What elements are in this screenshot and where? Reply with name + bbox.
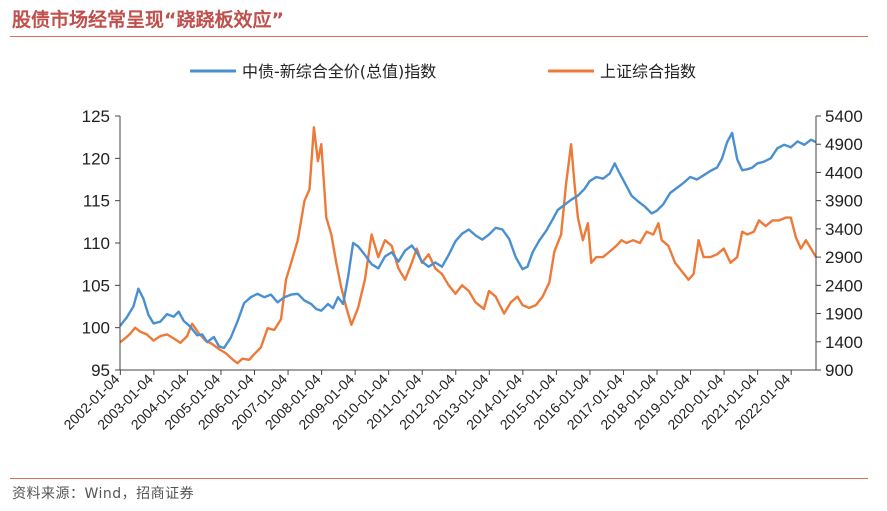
left-tick-label: 95 [91, 361, 110, 380]
left-tick-label: 100 [82, 319, 110, 338]
chart-title: 股债市场经常呈现“跷跷板效应” [12, 9, 284, 31]
right-tick-label: 3400 [825, 220, 863, 239]
right-tick-label: 900 [825, 361, 853, 380]
legend: 中债-新综合全价(总值)指数 上证综合指数 [190, 62, 696, 81]
left-tick-label: 105 [82, 276, 110, 295]
axes: 95 100 105 110 115 120 125 900 1400 1900 2400 2900 3… [60, 107, 862, 433]
right-tick-label: 5400 [825, 107, 863, 126]
plot-area [119, 126, 818, 365]
right-tick-label: 1900 [825, 305, 863, 324]
right-tick-label: 2900 [825, 248, 863, 267]
footer-rule [10, 478, 868, 479]
legend-label: 上证综合指数 [600, 62, 696, 81]
left-tick-label: 120 [82, 149, 110, 168]
right-tick-label: 4900 [825, 135, 863, 154]
left-tick-label: 125 [82, 107, 110, 126]
left-tick-label: 115 [83, 192, 110, 211]
right-tick-label: 3900 [825, 192, 863, 211]
left-tick-label: 110 [83, 234, 110, 253]
series-line-shanghai-index [119, 126, 818, 365]
series-line-bond-index [119, 131, 817, 350]
title-rule [10, 36, 868, 37]
right-tick-label: 4400 [825, 163, 863, 182]
right-tick-label: 1400 [825, 333, 863, 352]
right-tick-label: 2400 [825, 276, 863, 295]
legend-label: 中债-新综合全价(总值)指数 [242, 62, 436, 81]
chart-svg: 中债-新综合全价(总值)指数 上证综合指数 95 100 105 110 115 120 12… [60, 62, 862, 433]
source-note: 资料来源：Wind，招商证券 [12, 486, 195, 502]
